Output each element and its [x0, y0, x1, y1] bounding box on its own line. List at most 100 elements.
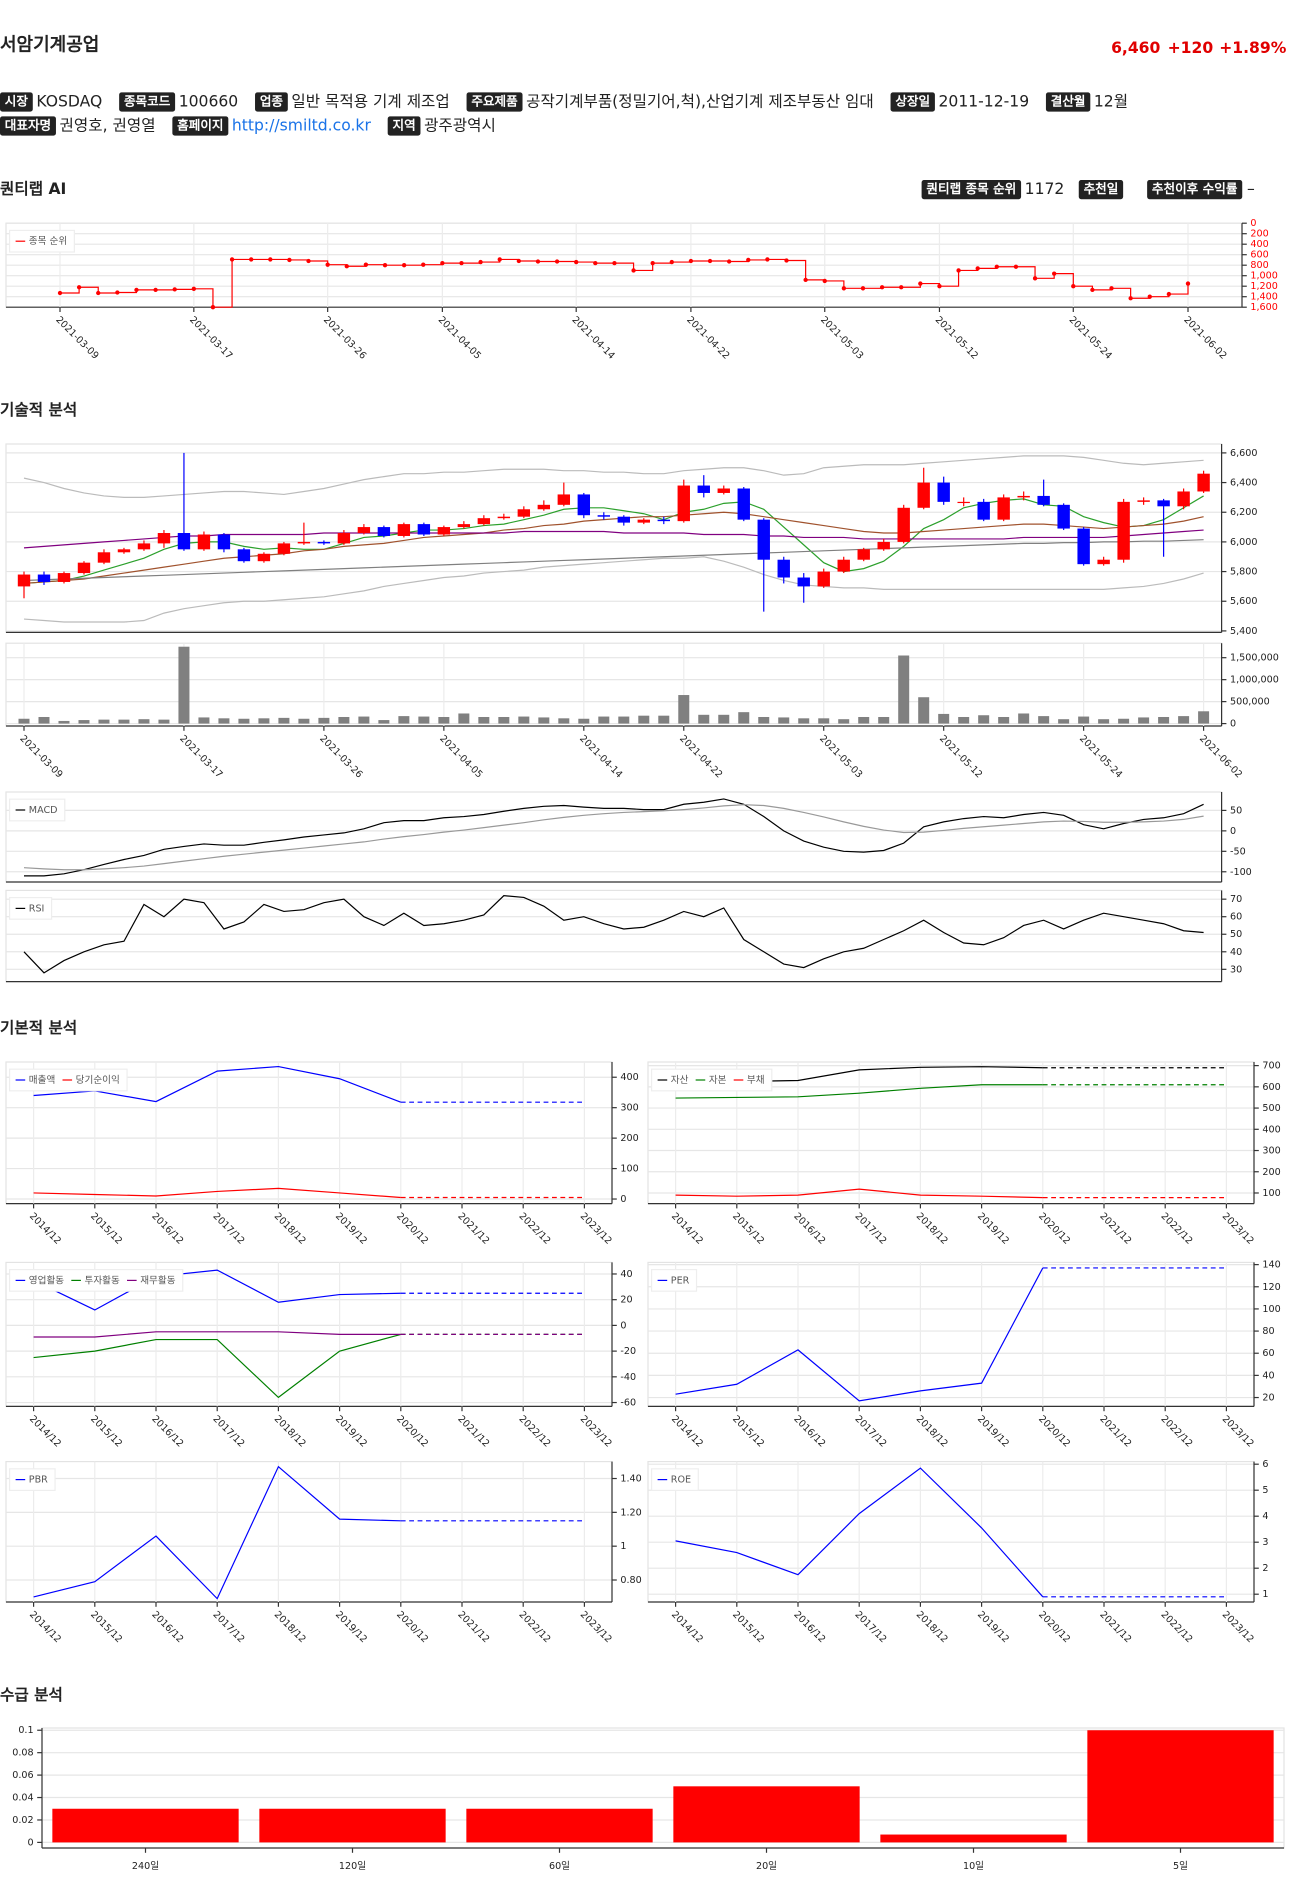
point	[1185, 281, 1191, 286]
x-tick-label: 2017/12	[211, 1609, 247, 1645]
badge-label: 시장	[5, 94, 29, 109]
legend-label: 자본	[709, 1075, 727, 1086]
y-tick-label: 50	[1230, 929, 1242, 940]
x-tick-label: 2018/12	[914, 1211, 950, 1247]
point	[401, 263, 407, 268]
legend: ROE	[650, 1468, 699, 1491]
bar	[38, 716, 50, 724]
bar	[278, 717, 290, 724]
x-tick-label: 2014/12	[669, 1609, 705, 1645]
point	[1071, 284, 1076, 289]
y-tick-label: 0	[1230, 719, 1236, 730]
y-tick-label: 3	[1262, 1537, 1268, 1548]
x-tick-label: 2021-05-12	[933, 314, 980, 361]
badge-label: 종목코드	[124, 94, 171, 109]
badge-label: 주요제품	[471, 94, 518, 109]
chart-line: 1 2 3 4 5 6 2014/12 2015/12 2016/12 2017/12 2018/1…	[647, 1459, 1269, 1645]
badge	[1078, 180, 1124, 200]
series-line	[33, 1187, 401, 1199]
x-tick-label: 2022/12	[1159, 1609, 1195, 1645]
badge	[119, 92, 176, 112]
candle-body	[1157, 500, 1170, 507]
y-tick-label: 20	[1262, 1393, 1274, 1404]
candle-body	[1037, 495, 1050, 505]
candle-body	[717, 488, 730, 493]
x-tick-label: 2017/12	[853, 1609, 889, 1645]
series-line	[60, 258, 1189, 308]
x-tick-label: 2021/12	[1097, 1211, 1133, 1247]
point	[803, 277, 808, 283]
y-tick-label: 1,000,000	[1230, 675, 1279, 686]
y-tick-label: 0	[1250, 218, 1256, 229]
candle-body	[837, 559, 850, 572]
x-tick-label: 2021/12	[1097, 1414, 1133, 1450]
candle-body	[537, 504, 551, 510]
y-tick-label: 0.02	[12, 1815, 33, 1826]
plot-frame	[647, 1261, 1255, 1407]
point	[76, 285, 82, 290]
x-tick-label: 2021-06-02	[1197, 733, 1244, 780]
legend: PBR	[9, 1468, 56, 1491]
y-tick-label: 1.40	[620, 1474, 641, 1485]
y-tick-label: 0	[620, 1320, 626, 1331]
point	[172, 287, 177, 292]
x-tick-label: 2021-03-17	[187, 314, 234, 361]
candle-body	[597, 515, 611, 517]
point	[1090, 287, 1095, 293]
y-tick-label: 6,000	[1230, 537, 1257, 548]
x-tick-label: 2019/12	[333, 1414, 369, 1450]
y-tick-label: 0	[1230, 826, 1236, 837]
bar	[78, 720, 90, 724]
bar	[178, 646, 190, 724]
legend-box	[9, 1268, 184, 1292]
point	[726, 259, 732, 264]
point	[707, 258, 713, 264]
x-tick-label: 2021/12	[455, 1211, 491, 1247]
y-tick-label: 400	[1262, 1124, 1280, 1135]
bar	[1038, 716, 1050, 724]
bar	[418, 716, 430, 724]
badge	[172, 116, 229, 136]
chart-line: 100 200 300 400 500 600 700 2014/12 2015/12 2016/…	[647, 1061, 1281, 1247]
candle-body	[1137, 500, 1150, 502]
candle-body	[257, 553, 271, 562]
x-tick-label: 2016/12	[149, 1414, 185, 1450]
x-tick-label: 2014/12	[669, 1414, 705, 1450]
legend-label: 영업활동	[29, 1274, 64, 1286]
bar	[518, 716, 530, 724]
point	[1166, 291, 1172, 297]
point	[249, 257, 254, 262]
bar	[466, 1808, 653, 1843]
candle-body	[97, 552, 111, 563]
y-tick-label: 500,000	[1230, 697, 1270, 708]
legend: 매출액 당기순이익	[8, 1068, 128, 1092]
point	[879, 285, 885, 290]
point	[1052, 271, 1057, 276]
point	[554, 259, 560, 264]
chart-line: 0 100 200 300 400 2014/12 2015/12 2016/12 2017/1…	[5, 1061, 639, 1247]
x-tick-label: 2018/12	[914, 1609, 950, 1645]
x-tick-label: 2015/12	[730, 1609, 766, 1645]
x-tick-label: 2020/12	[394, 1414, 430, 1450]
legend-box	[9, 897, 53, 920]
candle-body	[237, 549, 251, 562]
x-tick-label: 120일	[339, 1861, 366, 1872]
legend: 종목 순위	[9, 229, 75, 253]
y-tick-label: 6,400	[1230, 478, 1257, 489]
series-line	[675, 1084, 1043, 1099]
point	[918, 281, 923, 286]
y-tick-label: 300	[1262, 1146, 1280, 1157]
y-tick-label: 80	[1262, 1326, 1274, 1337]
y-tick-label: 40	[620, 1269, 632, 1280]
candle-body	[637, 519, 650, 523]
return-value: –	[1247, 180, 1255, 198]
bar	[673, 1786, 860, 1843]
point	[57, 290, 63, 296]
badge	[387, 116, 421, 136]
candle-body	[457, 524, 471, 528]
x-tick-label: 2016/12	[791, 1414, 827, 1450]
candle-body	[1017, 495, 1030, 498]
x-tick-label: 2016/12	[791, 1211, 827, 1247]
candle-body	[477, 518, 491, 525]
y-tick-label: -20	[620, 1346, 636, 1357]
